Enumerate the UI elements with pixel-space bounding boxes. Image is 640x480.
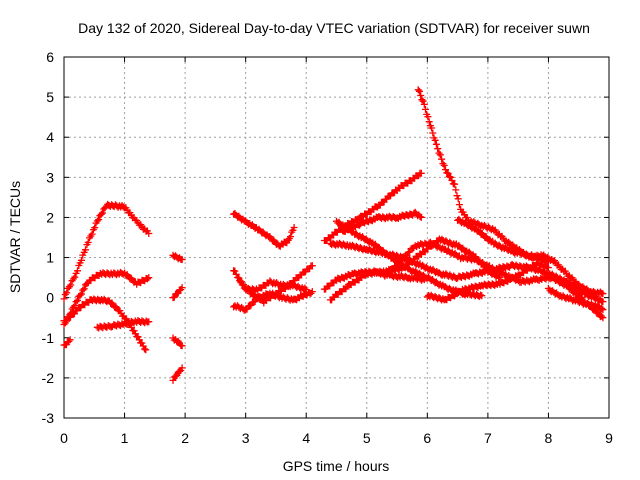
plot-frame bbox=[63, 56, 610, 419]
x-tick-label: 5 bbox=[363, 430, 371, 446]
series-arc-24 bbox=[544, 284, 607, 314]
series-arc-8 bbox=[169, 334, 186, 350]
x-tick-label: 1 bbox=[121, 430, 129, 446]
y-tick-label: 2 bbox=[46, 209, 54, 225]
series-markers bbox=[544, 284, 607, 314]
series-markers bbox=[169, 251, 186, 264]
series-arc-13 bbox=[236, 262, 316, 307]
x-tick-label: 4 bbox=[302, 430, 310, 446]
series-arc-5 bbox=[93, 317, 153, 332]
series-arc-2 bbox=[60, 268, 153, 328]
series-arc-6 bbox=[169, 251, 186, 264]
x-tick-label: 2 bbox=[181, 430, 189, 446]
series-arc-10 bbox=[230, 209, 298, 250]
series-arc-14 bbox=[320, 169, 425, 244]
y-tick-label: 4 bbox=[46, 129, 54, 145]
series-arc-18 bbox=[326, 239, 607, 306]
y-tick-label: 6 bbox=[46, 49, 54, 65]
series-arc-9 bbox=[169, 364, 186, 384]
y-tick-label: -3 bbox=[42, 410, 55, 426]
series-markers bbox=[169, 284, 186, 302]
grid bbox=[63, 56, 610, 419]
series-markers bbox=[326, 239, 607, 306]
series-markers bbox=[60, 268, 153, 328]
series-markers bbox=[93, 317, 153, 332]
series-markers bbox=[60, 200, 153, 303]
x-tick-label: 0 bbox=[60, 430, 68, 446]
x-tick-label: 3 bbox=[242, 430, 250, 446]
series-arc-20 bbox=[381, 238, 607, 322]
series-arc-4 bbox=[60, 336, 74, 349]
series-arc-7 bbox=[169, 284, 186, 302]
y-tick-label: 3 bbox=[46, 169, 54, 185]
series-markers bbox=[169, 334, 186, 350]
series-markers bbox=[230, 209, 298, 250]
series-markers bbox=[423, 259, 552, 304]
y-tick-label: -2 bbox=[42, 370, 55, 386]
x-tick-label: 8 bbox=[545, 430, 553, 446]
series-markers bbox=[169, 364, 186, 384]
y-tick-label: 5 bbox=[46, 89, 54, 105]
tick-labels: 0 1 2 3 4 5 6 7 8 9 -3 -2 -1 0 1 2 3 4 5 6 bbox=[42, 49, 614, 446]
y-axis-label: SDTVAR / TECUs bbox=[7, 181, 23, 293]
series-arc-22 bbox=[454, 215, 552, 266]
x-tick-label: 6 bbox=[423, 430, 431, 446]
data-markers bbox=[60, 86, 607, 384]
series-arc-1 bbox=[60, 200, 153, 303]
series-markers bbox=[454, 215, 552, 266]
x-tick-label: 9 bbox=[605, 430, 613, 446]
x-tick-label: 7 bbox=[484, 430, 492, 446]
chart-title: Day 132 of 2020, Sidereal Day-to-day VTE… bbox=[78, 20, 590, 36]
y-tick-label: 1 bbox=[46, 250, 54, 266]
x-axis-label: GPS time / hours bbox=[283, 458, 390, 474]
y-tick-label: 0 bbox=[46, 290, 54, 306]
y-tick-label: -1 bbox=[42, 330, 55, 346]
series-markers bbox=[60, 336, 74, 349]
series-markers bbox=[320, 169, 425, 244]
series-arc-23 bbox=[423, 259, 552, 304]
series-markers bbox=[381, 238, 607, 322]
series-markers bbox=[236, 262, 316, 307]
